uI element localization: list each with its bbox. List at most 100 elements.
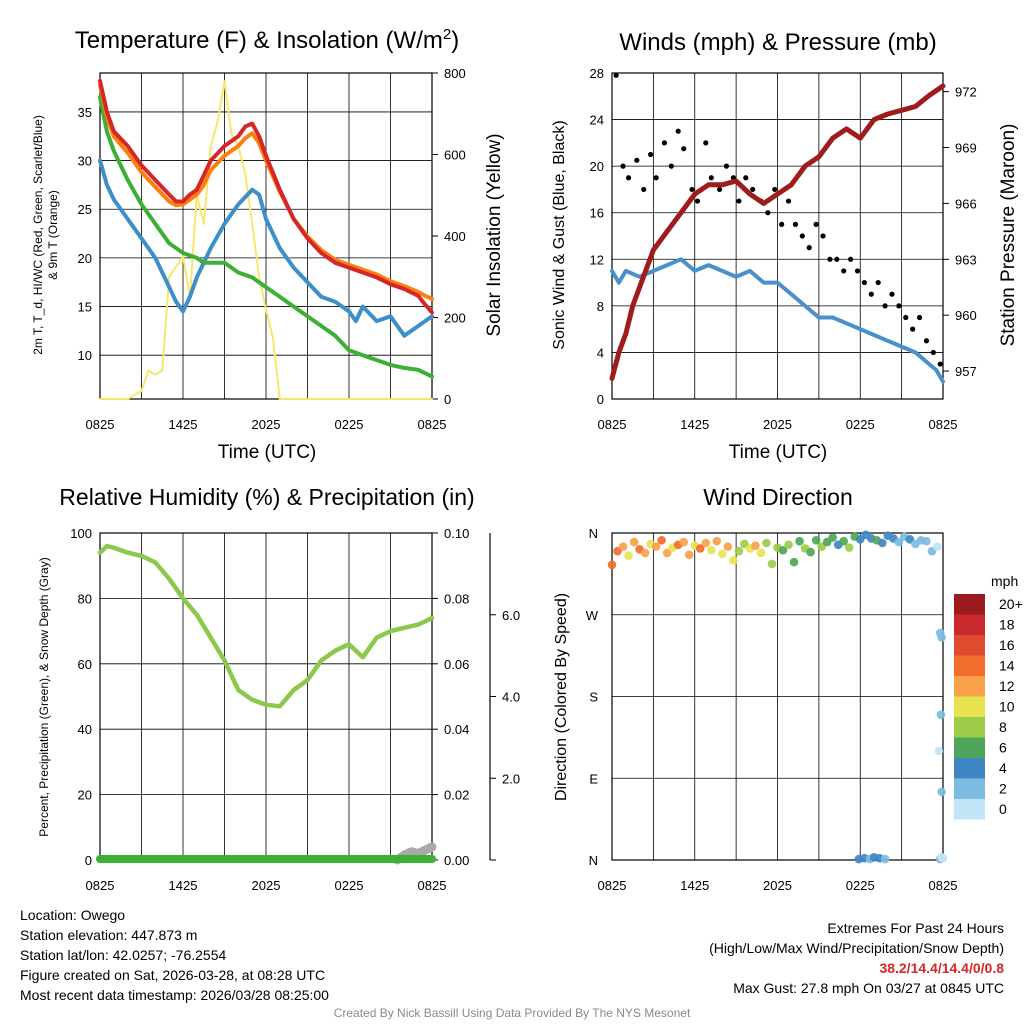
series-9m-temp-line [98,82,434,301]
legend-swatch [954,758,985,779]
wind-direction-point [828,533,837,542]
gust-point [689,186,695,193]
wind-direction-point [922,536,931,546]
plot-frame [611,532,944,861]
gust-point [820,233,826,239]
wind-direction-point [695,544,705,553]
wind-direction-point [629,537,639,547]
x-tick-label: 0225 [846,417,875,432]
wind-direction-point [778,545,788,555]
precip-tick-label: 0.06 [444,657,469,672]
series-dewpoint-line [98,95,434,379]
humidity-panel-title: Relative Humidity (%) & Precipitation (i… [59,484,474,510]
wind-speed-legend: mph 20+ 18 16 14 12 10 8 6 4 2 0 [954,573,1023,820]
legend-label: 6 [999,740,1007,756]
wind-direction-point [734,546,744,556]
station-location: Location: Owego [20,907,126,923]
wind-direction-point [936,710,946,719]
temperature-y-axis-label-line2: & 9m T (Orange) [46,190,60,280]
x-tick-label: 0225 [846,878,875,893]
y2-tick-label: 963 [955,252,977,267]
gust-point [910,326,916,332]
gust-point [937,361,943,367]
y-tick-label: 35 [78,105,92,120]
gust-point [882,303,888,309]
wind-direction-point [679,537,689,547]
wind-direction-point [767,559,777,569]
wind-direction-point [762,538,771,548]
gust-point [834,256,840,262]
y-tick-label: W [586,608,599,623]
precip-tick-label: 0.04 [444,722,469,737]
y2-tick-label: 600 [444,148,466,163]
y-tick-label: 10 [78,348,92,363]
most-recent-data: Most recent data timestamp: 2026/03/28 0… [20,987,329,1003]
x-tick-label: 0225 [335,417,364,432]
x-tick-label: 0825 [929,878,958,893]
gust-point [875,279,881,286]
wind-direction-panel: Wind Direction Direction (Colored By Spe… [553,484,1023,893]
gust-point [813,221,819,227]
gust-point [613,72,619,78]
wind-direction-point [880,854,890,864]
y-tick-label: N [589,853,598,868]
y-tick-label: 15 [78,300,92,315]
y-tick-label: 40 [78,722,92,737]
legend-label: 20+ [999,596,1023,612]
series-relative-humidity-line [97,543,435,709]
gust-point [620,163,626,169]
gust-point [854,268,861,274]
legend-swatch [954,655,985,676]
gust-point [681,146,687,152]
wind-direction-point [806,547,815,557]
y-tick-label: 4 [597,345,604,360]
wind-direction-point [712,536,722,546]
y2-tick-label: 400 [444,229,466,244]
legend-swatch [954,696,985,717]
max-gust: Max Gust: 27.8 mph On 03/27 at 0845 UTC [733,980,1004,996]
y-tick-label: 25 [78,202,92,217]
gust-point [694,198,701,204]
legend-swatch [954,614,985,635]
wind-y-axis-label: Sonic Wind & Gust (Blue, Black) [551,120,568,349]
temperature-y-axis-label-line1: 2m T, T_d, HI/WC (Red, Green, Scarlet/Bl… [31,115,45,355]
winds-panel-title: Winds (mph) & Pressure (mb) [619,29,936,56]
gust-point [708,175,714,181]
y-tick-label: 28 [590,66,604,81]
humidity-panel: Relative Humidity (%) & Precipitation (i… [37,484,520,893]
series-solar-insolation-line [99,80,433,400]
y2-tick-label: 966 [955,196,977,211]
gust-point [641,186,647,193]
gust-point [743,175,749,181]
wind-direction-point [937,633,946,642]
precip-tick-label: 0.10 [444,526,469,541]
gust-point [868,291,874,297]
gust-point [923,338,930,344]
legend-label: 4 [999,760,1007,776]
legend-swatch [954,737,985,758]
extremes-title: Extremes For Past 24 Hours [827,920,1004,936]
wind-direction-point [844,543,854,552]
wind-direction-point [701,538,711,548]
temperature-x-axis-label: Time (UTC) [218,442,317,463]
legend-label: 10 [999,699,1015,715]
y2-tick-label: 200 [444,311,466,326]
x-tick-label: 1425 [680,417,709,432]
gust-point [896,303,902,309]
wind-direction-point [933,542,942,551]
insolation-y-axis-label: Solar Insolation (Yellow) [484,133,505,336]
legend-swatch [954,717,985,738]
precip-tick-label: 0.02 [444,788,469,803]
gust-point [668,163,674,169]
series-heat-index-wind-chill-line [98,158,434,338]
legend-swatch [954,799,985,820]
gust-point [723,163,730,169]
y2-tick-label: 0 [444,392,451,407]
legend-label: 0 [999,801,1007,817]
y-tick-label: 8 [597,299,604,314]
wind-direction-point [937,787,946,797]
gust-point [779,221,785,227]
plot-frame [611,72,944,400]
y-tick-label: 24 [590,113,604,128]
wind-direction-point [938,853,948,863]
